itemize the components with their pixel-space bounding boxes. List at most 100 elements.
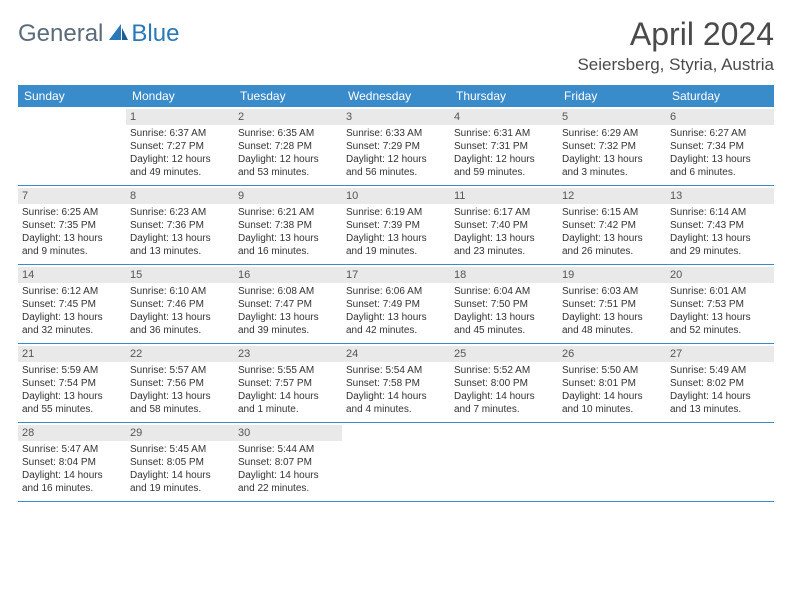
day-number <box>18 109 126 125</box>
daylight-text: Daylight: 13 hours and 13 minutes. <box>130 232 230 258</box>
day-number: 7 <box>18 188 126 204</box>
sunset-text: Sunset: 7:53 PM <box>670 298 770 311</box>
day-cell: 5Sunrise: 6:29 AMSunset: 7:32 PMDaylight… <box>558 107 666 185</box>
location: Seiersberg, Styria, Austria <box>577 55 774 75</box>
week-row: 28Sunrise: 5:47 AMSunset: 8:04 PMDayligh… <box>18 423 774 502</box>
day-number: 5 <box>558 109 666 125</box>
day-cell: 30Sunrise: 5:44 AMSunset: 8:07 PMDayligh… <box>234 423 342 501</box>
day-header-wed: Wednesday <box>342 85 450 107</box>
sunset-text: Sunset: 8:00 PM <box>454 377 554 390</box>
sunset-text: Sunset: 7:43 PM <box>670 219 770 232</box>
sunrise-text: Sunrise: 5:44 AM <box>238 443 338 456</box>
sunrise-text: Sunrise: 6:03 AM <box>562 285 662 298</box>
sunset-text: Sunset: 8:04 PM <box>22 456 122 469</box>
daylight-text: Daylight: 14 hours and 7 minutes. <box>454 390 554 416</box>
daylight-text: Daylight: 12 hours and 53 minutes. <box>238 153 338 179</box>
logo-text-general: General <box>18 20 103 48</box>
day-cell: 21 Sunrise: 5:59 AMSunset: 7:54 PMDayligh… <box>18 344 126 422</box>
daylight-text: Daylight: 12 hours and 56 minutes. <box>346 153 446 179</box>
day-number: 27 <box>666 346 774 362</box>
sunset-text: Sunset: 7:28 PM <box>238 140 338 153</box>
day-cell <box>666 423 774 501</box>
day-cell: 10Sunrise: 6:19 AMSunset: 7:39 PMDayligh… <box>342 186 450 264</box>
sunrise-text: Sunrise: 5:57 AM <box>130 364 230 377</box>
sunset-text: Sunset: 7:54 PM <box>22 377 122 390</box>
day-cell: 29Sunrise: 5:45 AMSunset: 8:05 PMDayligh… <box>126 423 234 501</box>
sunrise-text: Sunrise: 5:54 AM <box>346 364 446 377</box>
sunrise-text: Sunrise: 6:08 AM <box>238 285 338 298</box>
daylight-text: Daylight: 13 hours and 42 minutes. <box>346 311 446 337</box>
sunrise-text: Sunrise: 6:12 AM <box>22 285 122 298</box>
sunrise-text: Sunrise: 5:59 AM <box>22 364 122 377</box>
daylight-text: Daylight: 14 hours and 19 minutes. <box>130 469 230 495</box>
weeks-container: 1Sunrise: 6:37 AMSunset: 7:27 PMDaylight… <box>18 107 774 502</box>
sunrise-text: Sunrise: 6:01 AM <box>670 285 770 298</box>
sunset-text: Sunset: 8:01 PM <box>562 377 662 390</box>
daylight-text: Daylight: 14 hours and 13 minutes. <box>670 390 770 416</box>
day-cell: 7Sunrise: 6:25 AMSunset: 7:35 PMDaylight… <box>18 186 126 264</box>
sunset-text: Sunset: 7:57 PM <box>238 377 338 390</box>
day-number <box>450 425 558 441</box>
day-number: 16 <box>234 267 342 283</box>
day-number: 12 <box>558 188 666 204</box>
day-number: 23 <box>234 346 342 362</box>
sunset-text: Sunset: 7:49 PM <box>346 298 446 311</box>
day-number: 28 <box>18 425 126 441</box>
day-cell: 28Sunrise: 5:47 AMSunset: 8:04 PMDayligh… <box>18 423 126 501</box>
daylight-text: Daylight: 13 hours and 36 minutes. <box>130 311 230 337</box>
sunrise-text: Sunrise: 6:31 AM <box>454 127 554 140</box>
sunset-text: Sunset: 7:34 PM <box>670 140 770 153</box>
logo-sail-icon <box>107 22 129 47</box>
day-number: 17 <box>342 267 450 283</box>
day-cell: 6Sunrise: 6:27 AMSunset: 7:34 PMDaylight… <box>666 107 774 185</box>
day-number: 29 <box>126 425 234 441</box>
sunset-text: Sunset: 7:58 PM <box>346 377 446 390</box>
sunset-text: Sunset: 7:39 PM <box>346 219 446 232</box>
sunrise-text: Sunrise: 6:15 AM <box>562 206 662 219</box>
calendar: Sunday Monday Tuesday Wednesday Thursday… <box>18 85 774 502</box>
sunrise-text: Sunrise: 5:55 AM <box>238 364 338 377</box>
daylight-text: Daylight: 14 hours and 22 minutes. <box>238 469 338 495</box>
sunrise-text: Sunrise: 5:50 AM <box>562 364 662 377</box>
sunrise-text: Sunrise: 6:25 AM <box>22 206 122 219</box>
sunset-text: Sunset: 7:38 PM <box>238 219 338 232</box>
daylight-text: Daylight: 14 hours and 1 minute. <box>238 390 338 416</box>
day-header-tue: Tuesday <box>234 85 342 107</box>
day-cell: 22Sunrise: 5:57 AMSunset: 7:56 PMDayligh… <box>126 344 234 422</box>
day-cell <box>18 107 126 185</box>
daylight-text: Daylight: 13 hours and 39 minutes. <box>238 311 338 337</box>
day-number: 21 <box>18 346 126 362</box>
daylight-text: Daylight: 14 hours and 10 minutes. <box>562 390 662 416</box>
day-header-fri: Friday <box>558 85 666 107</box>
week-row: 1Sunrise: 6:37 AMSunset: 7:27 PMDaylight… <box>18 107 774 186</box>
day-number: 26 <box>558 346 666 362</box>
sunset-text: Sunset: 7:47 PM <box>238 298 338 311</box>
sunset-text: Sunset: 7:42 PM <box>562 219 662 232</box>
day-number: 3 <box>342 109 450 125</box>
sunset-text: Sunset: 7:50 PM <box>454 298 554 311</box>
day-number <box>342 425 450 441</box>
week-row: 7Sunrise: 6:25 AMSunset: 7:35 PMDaylight… <box>18 186 774 265</box>
title-block: April 2024 Seiersberg, Styria, Austria <box>577 16 774 75</box>
day-cell: 3Sunrise: 6:33 AMSunset: 7:29 PMDaylight… <box>342 107 450 185</box>
sunset-text: Sunset: 7:51 PM <box>562 298 662 311</box>
day-cell: 26 Sunrise: 5:50 AMSunset: 8:01 PMDayligh… <box>558 344 666 422</box>
day-number: 13 <box>666 188 774 204</box>
day-header-sun: Sunday <box>18 85 126 107</box>
sunset-text: Sunset: 7:29 PM <box>346 140 446 153</box>
week-row: 21Sunrise: 5:59 AMSunset: 7:54 PMDayligh… <box>18 344 774 423</box>
daylight-text: Daylight: 13 hours and 23 minutes. <box>454 232 554 258</box>
daylight-text: Daylight: 13 hours and 58 minutes. <box>130 390 230 416</box>
day-cell: 20Sunrise: 6:01 AMSunset: 7:53 PMDayligh… <box>666 265 774 343</box>
day-number: 25 <box>450 346 558 362</box>
daylight-text: Daylight: 13 hours and 9 minutes. <box>22 232 122 258</box>
day-number: 18 <box>450 267 558 283</box>
daylight-text: Daylight: 13 hours and 55 minutes. <box>22 390 122 416</box>
sunset-text: Sunset: 7:56 PM <box>130 377 230 390</box>
day-number: 19 <box>558 267 666 283</box>
week-row: 14Sunrise: 6:12 AMSunset: 7:45 PMDayligh… <box>18 265 774 344</box>
day-number: 20 <box>666 267 774 283</box>
day-cell: 13Sunrise: 6:14 AMSunset: 7:43 PMDayligh… <box>666 186 774 264</box>
day-cell: 11Sunrise: 6:17 AMSunset: 7:40 PMDayligh… <box>450 186 558 264</box>
sunset-text: Sunset: 7:31 PM <box>454 140 554 153</box>
